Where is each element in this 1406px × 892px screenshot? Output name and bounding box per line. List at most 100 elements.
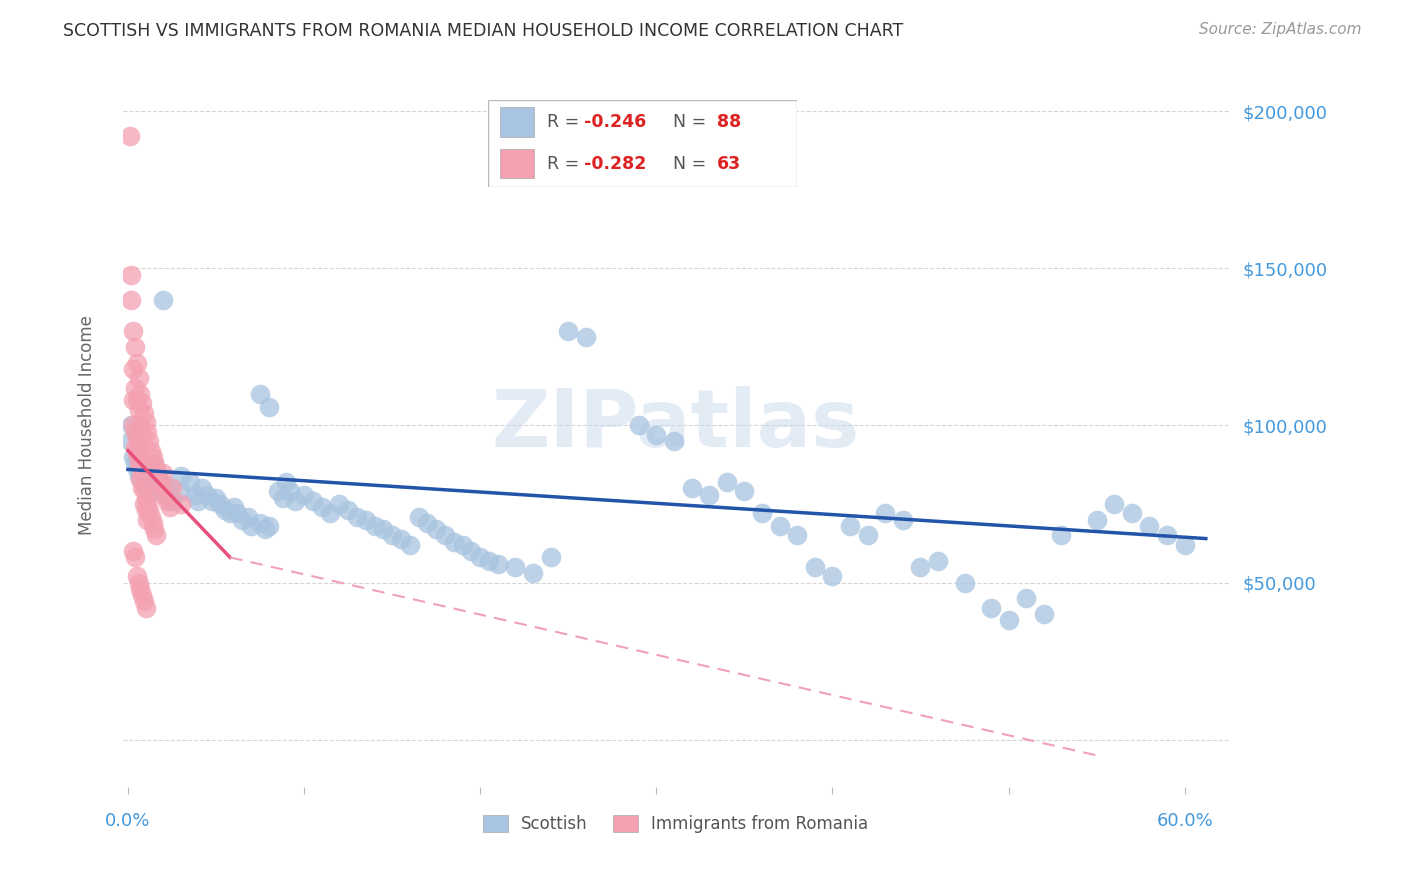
- Point: [142, 450, 165, 464]
- Point: [398, 538, 420, 552]
- Point: [257, 400, 280, 414]
- Point: [201, 493, 224, 508]
- Point: [125, 569, 148, 583]
- Point: [136, 481, 159, 495]
- Point: [170, 497, 193, 511]
- Point: [139, 478, 162, 492]
- Point: [159, 500, 181, 515]
- Point: [249, 516, 271, 530]
- Text: SCOTTISH VS IMMIGRANTS FROM ROMANIA MEDIAN HOUSEHOLD INCOME CORRELATION CHART: SCOTTISH VS IMMIGRANTS FROM ROMANIA MEDI…: [63, 22, 904, 40]
- Point: [128, 371, 150, 385]
- Point: [149, 475, 172, 489]
- Point: [575, 330, 598, 344]
- Point: [152, 466, 174, 480]
- Point: [118, 434, 141, 449]
- Point: [139, 509, 162, 524]
- Point: [125, 431, 148, 445]
- Point: [276, 475, 298, 489]
- Point: [124, 456, 146, 470]
- Point: [129, 456, 152, 470]
- Point: [129, 466, 152, 480]
- Point: [124, 381, 146, 395]
- Point: [145, 462, 167, 476]
- Point: [131, 428, 153, 442]
- Point: [128, 402, 150, 417]
- Point: [271, 491, 294, 505]
- Point: [149, 475, 172, 489]
- Point: [153, 478, 176, 492]
- Text: Source: ZipAtlas.com: Source: ZipAtlas.com: [1198, 22, 1361, 37]
- Point: [131, 472, 153, 486]
- Point: [697, 487, 720, 501]
- Point: [121, 293, 143, 307]
- Point: [152, 484, 174, 499]
- Point: [159, 491, 181, 505]
- Point: [160, 481, 183, 495]
- Point: [125, 447, 148, 461]
- Point: [205, 491, 228, 505]
- Point: [821, 569, 844, 583]
- Point: [138, 472, 160, 486]
- Point: [540, 550, 562, 565]
- Point: [157, 487, 180, 501]
- Point: [786, 528, 808, 542]
- Point: [716, 475, 738, 489]
- Point: [136, 425, 159, 439]
- Point: [416, 516, 439, 530]
- Point: [875, 507, 897, 521]
- Point: [128, 575, 150, 590]
- Point: [125, 393, 148, 408]
- Point: [143, 456, 166, 470]
- Point: [257, 519, 280, 533]
- Point: [128, 468, 150, 483]
- Point: [125, 355, 148, 369]
- Point: [136, 497, 159, 511]
- Point: [135, 415, 157, 429]
- Point: [191, 481, 214, 495]
- Point: [156, 481, 179, 495]
- Point: [131, 588, 153, 602]
- Point: [1121, 507, 1143, 521]
- Point: [150, 481, 173, 495]
- Point: [135, 491, 157, 505]
- Point: [121, 418, 143, 433]
- Point: [522, 566, 544, 581]
- Point: [139, 443, 162, 458]
- Point: [146, 468, 169, 483]
- Point: [311, 500, 333, 515]
- Point: [240, 519, 263, 533]
- Point: [132, 481, 155, 495]
- Text: 0.0%: 0.0%: [105, 812, 150, 830]
- Point: [236, 509, 259, 524]
- Point: [131, 466, 153, 480]
- Point: [645, 428, 668, 442]
- Point: [266, 484, 288, 499]
- Point: [1174, 538, 1197, 552]
- Point: [1085, 513, 1108, 527]
- Point: [478, 553, 501, 567]
- Point: [222, 500, 245, 515]
- Point: [122, 544, 145, 558]
- Point: [135, 600, 157, 615]
- Point: [138, 434, 160, 449]
- Point: [910, 559, 932, 574]
- Point: [214, 503, 236, 517]
- Point: [662, 434, 685, 449]
- Point: [486, 557, 509, 571]
- Point: [143, 456, 166, 470]
- Point: [135, 478, 157, 492]
- Point: [135, 503, 157, 517]
- Point: [856, 528, 879, 542]
- Point: [768, 519, 790, 533]
- Y-axis label: Median Household Income: Median Household Income: [79, 316, 96, 535]
- Point: [408, 509, 430, 524]
- Point: [118, 129, 141, 144]
- Point: [128, 441, 150, 455]
- Point: [129, 472, 152, 486]
- Point: [231, 513, 253, 527]
- Point: [170, 484, 193, 499]
- Point: [142, 484, 165, 499]
- Point: [195, 487, 218, 501]
- Point: [1032, 607, 1054, 621]
- Point: [124, 340, 146, 354]
